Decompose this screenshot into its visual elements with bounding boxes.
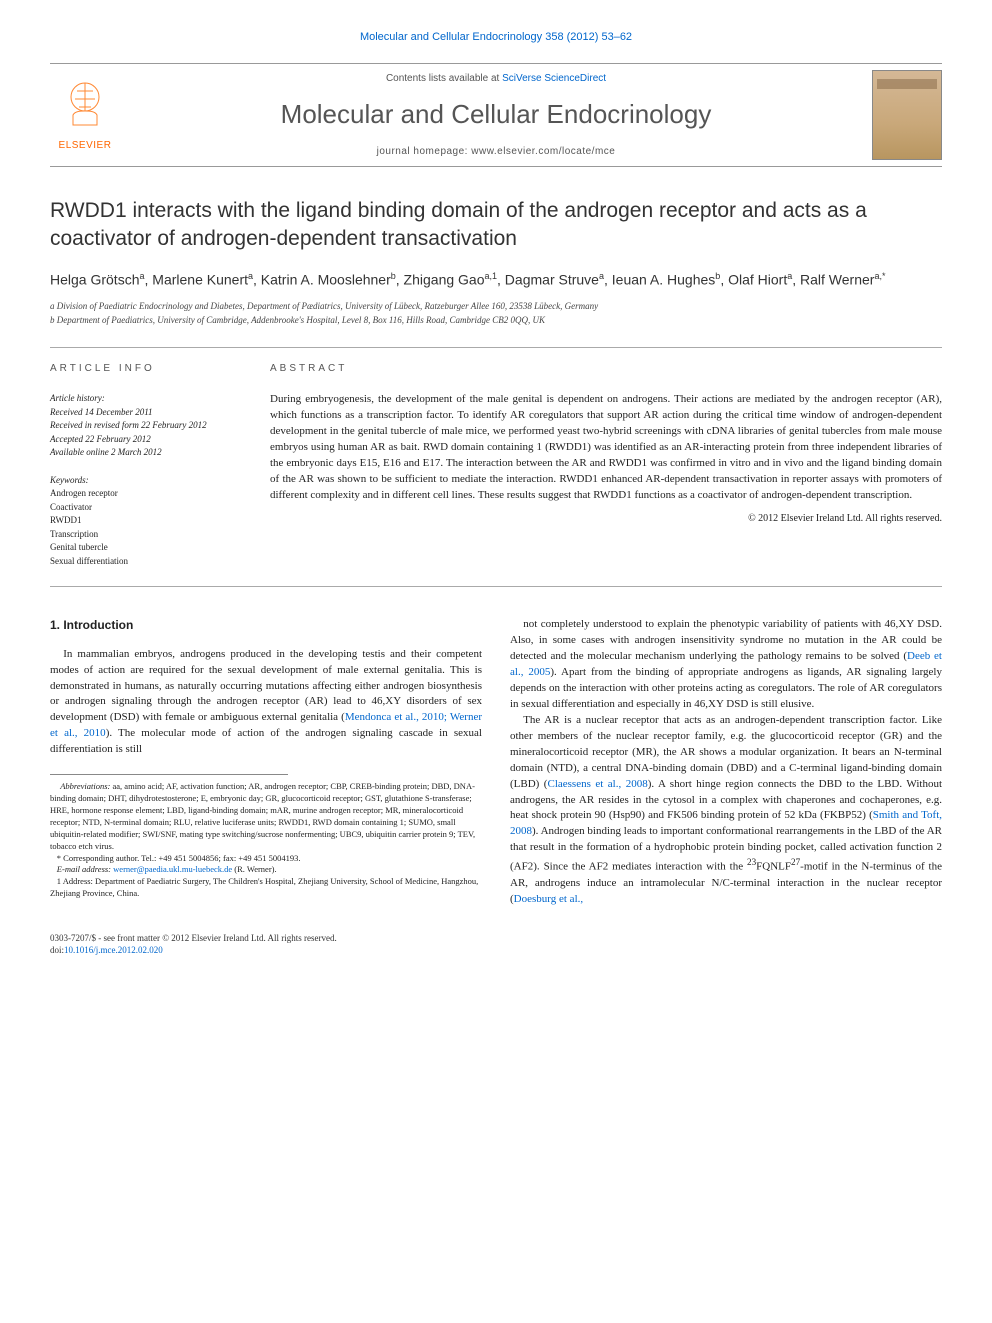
elsevier-wordmark: ELSEVIER (59, 139, 112, 153)
article-info-label: ARTICLE INFO (50, 362, 230, 382)
author-list: Helga Grötscha, Marlene Kunerta, Katrin … (50, 270, 942, 290)
keywords-block: Keywords: Androgen receptor Coactivator … (50, 474, 230, 569)
journal-title: Molecular and Cellular Endocrinology (135, 96, 857, 132)
keyword: Coactivator (50, 501, 230, 515)
info-abstract-section: ARTICLE INFO Article history: Received 1… (50, 347, 942, 587)
body-column-right: not completely understood to explain the… (510, 617, 942, 908)
abbrev-label: Abbreviations: (60, 781, 110, 791)
abstract-label: ABSTRACT (270, 362, 942, 382)
doi-prefix: doi: (50, 945, 64, 955)
history-label: Article history: (50, 392, 230, 406)
keyword: Genital tubercle (50, 541, 230, 555)
page-footer: 0303-7207/$ - see front matter © 2012 El… (50, 932, 942, 957)
article-history: Article history: Received 14 December 20… (50, 392, 230, 460)
affiliations: a Division of Paediatric Endocrinology a… (50, 300, 942, 327)
contents-lists-line: Contents lists available at SciVerse Sci… (135, 72, 857, 86)
keyword: Androgen receptor (50, 487, 230, 501)
journal-homepage-line: journal homepage: www.elsevier.com/locat… (135, 145, 857, 159)
body-paragraph: The AR is a nuclear receptor that acts a… (510, 713, 942, 908)
journal-header-band: ELSEVIER Contents lists available at Sci… (50, 63, 942, 167)
front-matter-text: 0303-7207/$ - see front matter © 2012 El… (50, 933, 337, 943)
keyword: Transcription (50, 528, 230, 542)
abstract-column: ABSTRACT During embryogenesis, the devel… (250, 362, 942, 568)
affiliation-b: b Department of Paediatrics, University … (50, 314, 942, 328)
footer-left: 0303-7207/$ - see front matter © 2012 El… (50, 932, 337, 957)
article-title: RWDD1 interacts with the ligand binding … (50, 197, 942, 252)
citation-link[interactable]: Doesburg et al., (514, 893, 583, 905)
sciencedirect-link[interactable]: SciVerse ScienceDirect (502, 73, 606, 84)
history-line: Received in revised form 22 February 201… (50, 419, 230, 433)
abstract-copyright: © 2012 Elsevier Ireland Ltd. All rights … (270, 512, 942, 526)
introduction-heading: 1. Introduction (50, 617, 482, 634)
body-paragraph: not completely understood to explain the… (510, 617, 942, 713)
elsevier-logo: ELSEVIER (50, 77, 120, 153)
keyword: RWDD1 (50, 514, 230, 528)
elsevier-tree-icon (55, 77, 115, 137)
contents-prefix: Contents lists available at (386, 73, 502, 84)
doi-link[interactable]: 10.1016/j.mce.2012.02.020 (64, 945, 163, 955)
history-line: Received 14 December 2011 (50, 406, 230, 420)
citation-link[interactable]: Claessens et al., 2008 (547, 778, 647, 790)
keyword: Sexual differentiation (50, 555, 230, 569)
body-two-column: 1. Introduction In mammalian embryos, an… (50, 617, 942, 908)
footnote-separator (50, 774, 288, 775)
history-line: Available online 2 March 2012 (50, 446, 230, 460)
email-link[interactable]: werner@paedia.ukl.mu-luebeck.de (113, 864, 232, 874)
abstract-text: During embryogenesis, the development of… (270, 392, 942, 504)
affiliation-a: a Division of Paediatric Endocrinology a… (50, 300, 942, 314)
address-footnote: 1 Address: Department of Paediatric Surg… (50, 876, 482, 900)
history-line: Accepted 22 February 2012 (50, 433, 230, 447)
homepage-prefix: journal homepage: (377, 146, 472, 157)
journal-cover-thumbnail (872, 70, 942, 160)
body-paragraph: In mammalian embryos, androgens produced… (50, 647, 482, 759)
email-footnote: E-mail address: werner@paedia.ukl.mu-lue… (50, 864, 482, 876)
top-citation-link[interactable]: Molecular and Cellular Endocrinology 358… (50, 30, 942, 45)
keywords-label: Keywords: (50, 474, 230, 488)
citation-anchor[interactable]: Molecular and Cellular Endocrinology 358… (360, 31, 632, 43)
body-column-left: 1. Introduction In mammalian embryos, an… (50, 617, 482, 908)
corresponding-author-footnote: * Corresponding author. Tel.: +49 451 50… (50, 853, 482, 865)
footnotes-block: Abbreviations: aa, amino acid; AF, activ… (50, 781, 482, 900)
article-info-column: ARTICLE INFO Article history: Received 1… (50, 362, 250, 568)
abbreviations-footnote: Abbreviations: aa, amino acid; AF, activ… (50, 781, 482, 852)
header-center: Contents lists available at SciVerse Sci… (120, 72, 872, 158)
homepage-url: www.elsevier.com/locate/mce (471, 146, 615, 157)
